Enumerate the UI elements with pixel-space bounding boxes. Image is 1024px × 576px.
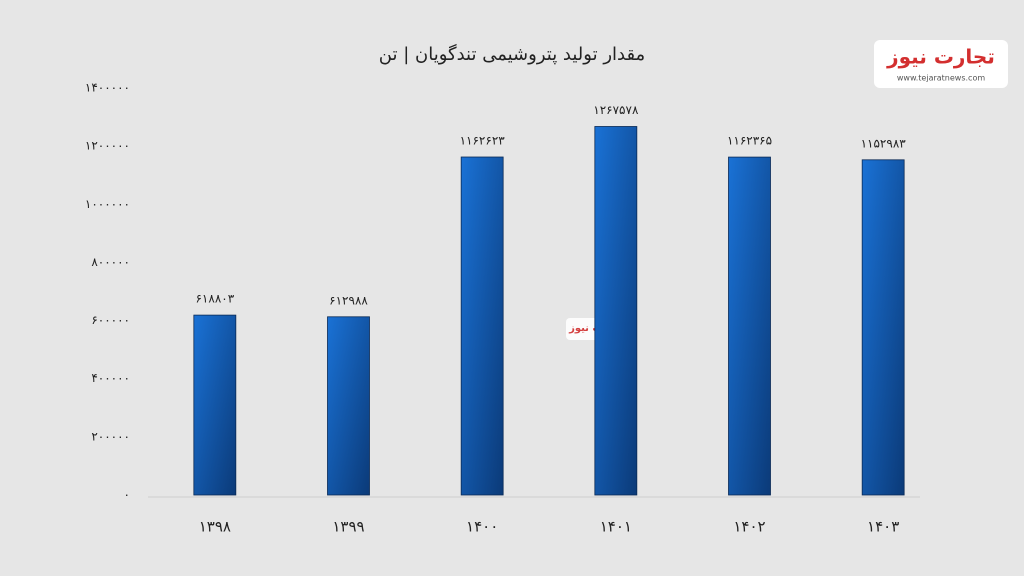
- chart-title: مقدار تولید پتروشیمی تندگویان | تن: [379, 43, 645, 65]
- logo-box: [874, 40, 1008, 88]
- y-tick-label: ۱۴۰۰۰۰۰: [85, 81, 130, 95]
- x-tick-label: ۱۴۰۱: [600, 518, 632, 536]
- bar: [728, 156, 771, 496]
- y-tick-label: ۰: [124, 488, 130, 502]
- value-label: ۱۱۵۲۹۸۳: [861, 136, 907, 150]
- bar: [861, 159, 905, 496]
- logo: تجارت نیوز www.tejaratnews.com: [874, 40, 1008, 88]
- x-tick-label: ۱۴۰۳: [867, 518, 899, 536]
- bar: [327, 316, 370, 496]
- bar: [594, 126, 638, 496]
- value-label: ۱۱۶۲۶۲۳: [460, 134, 506, 148]
- y-tick-label: ۲۰۰۰۰۰: [91, 429, 130, 443]
- x-tick-label: ۱۳۹۸: [199, 518, 231, 536]
- y-tick-label: ۶۰۰۰۰۰: [91, 313, 130, 327]
- bar: [460, 156, 504, 496]
- value-label: ۱۲۶۷۵۷۸: [593, 103, 639, 117]
- logo-name: تجارت نیوز: [886, 45, 995, 69]
- bar: [193, 314, 237, 496]
- y-tick-label: ۴۰۰۰۰۰: [91, 371, 130, 385]
- x-tick-label: ۱۴۰۲: [733, 518, 765, 536]
- y-tick-label: ۱۲۰۰۰۰۰: [85, 139, 130, 153]
- x-tick-label: ۱۴۰۰: [466, 518, 498, 536]
- logo-url: www.tejaratnews.com: [897, 74, 985, 83]
- value-label: ۶۱۲۹۸۸: [329, 293, 368, 307]
- x-tick-label: ۱۳۹۹: [332, 518, 364, 536]
- value-label: ۶۱۸۸۰۳: [195, 292, 234, 306]
- value-label: ۱۱۶۲۳۶۵: [727, 134, 772, 148]
- y-tick-label: ۸۰۰۰۰۰: [91, 255, 130, 269]
- y-tick-label: ۱۰۰۰۰۰۰: [85, 197, 130, 211]
